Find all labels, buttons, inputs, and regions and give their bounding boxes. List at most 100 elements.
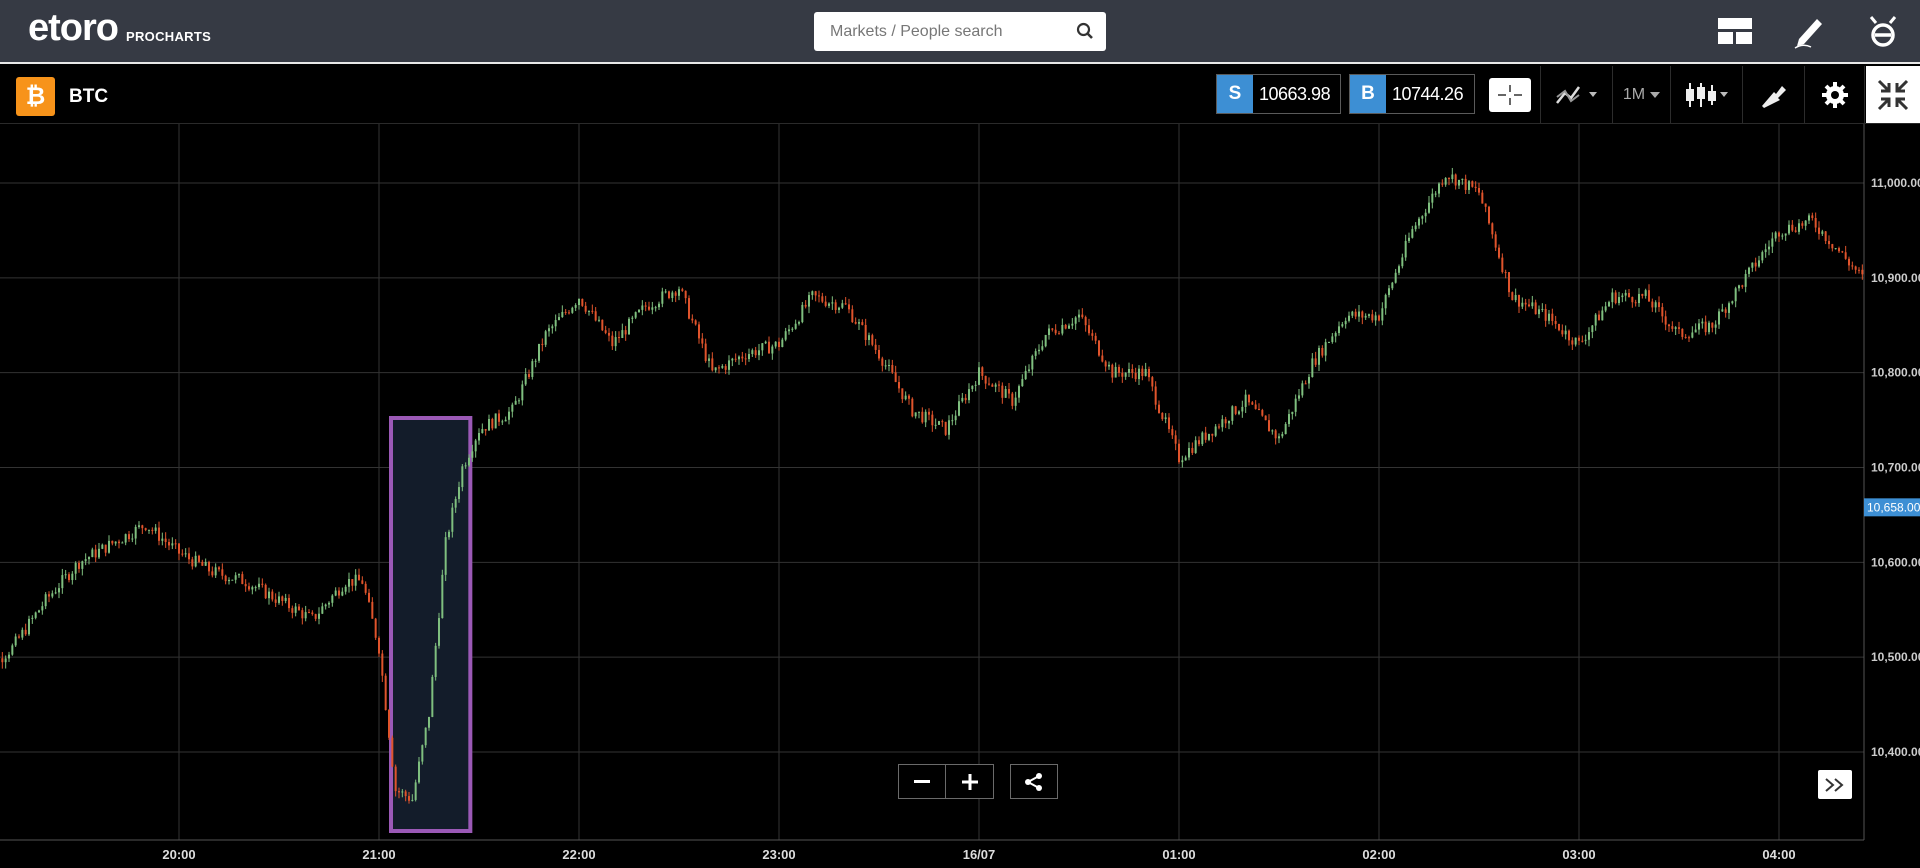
candle-body [664, 291, 667, 293]
candle-body [378, 637, 380, 654]
candle-body [601, 319, 604, 331]
candle-body [1661, 307, 1664, 317]
candle-body [1108, 364, 1110, 367]
chart-type-button[interactable] [1672, 66, 1742, 123]
candle-body [388, 710, 390, 738]
drawing-tools-button[interactable] [1744, 66, 1804, 123]
timeframe-dropdown[interactable]: 1M [1614, 66, 1670, 123]
search-input[interactable] [828, 12, 1072, 51]
candle-body [328, 602, 330, 605]
candle-body [408, 796, 410, 801]
candle-body [108, 540, 110, 553]
share-button[interactable] [1010, 764, 1058, 799]
candle-body [294, 606, 297, 613]
sell-price-button[interactable]: S 10663.98 [1216, 74, 1341, 114]
candle-body [1831, 244, 1834, 249]
candle-body [1781, 235, 1784, 237]
candle-body [1424, 212, 1427, 217]
candle-body [491, 418, 494, 429]
etoro-logo[interactable]: etoro PROCHARTS [28, 9, 211, 47]
candle-body [841, 303, 844, 308]
candle-body [44, 594, 47, 607]
current-price-label: 10,658.00 [1867, 500, 1920, 514]
settings-button[interactable] [1806, 66, 1864, 123]
candle-body [428, 716, 430, 728]
price-chart[interactable]: 11,000.00 10,900.00 10,800.00 10,700.00 10,6… [0, 124, 1920, 868]
candle-body [21, 629, 24, 638]
search-box[interactable] [814, 12, 1106, 51]
candle-body [1811, 215, 1814, 219]
candle-body [851, 309, 854, 323]
indicators-button[interactable] [1542, 66, 1612, 123]
candle-body [314, 614, 317, 619]
candle-body [778, 341, 780, 348]
candle-body [1838, 248, 1840, 252]
candle-body [971, 385, 974, 390]
candle-body [1184, 457, 1187, 461]
candle-body [721, 366, 724, 368]
layout-icon[interactable] [1698, 0, 1772, 62]
candle-body [298, 606, 300, 611]
candle-body [671, 292, 674, 299]
candle-body [1698, 323, 1700, 330]
candle-body [1548, 313, 1550, 321]
candle-body [348, 579, 350, 587]
candle-body [1601, 310, 1604, 321]
plus-icon [961, 773, 978, 790]
candle-body [64, 574, 67, 576]
candle-body [741, 356, 744, 359]
candle-body [1121, 372, 1124, 377]
candle-body [88, 557, 90, 560]
candle-body [474, 440, 477, 452]
candle-body [164, 538, 167, 543]
scroll-to-latest-button[interactable] [1818, 770, 1852, 799]
candle-body [1381, 308, 1384, 321]
candle-body [521, 384, 524, 401]
candle-body [1278, 436, 1280, 439]
candle-body [121, 542, 124, 544]
candle-body [1721, 309, 1724, 312]
candle-body [68, 574, 70, 581]
asset-info[interactable]: ₿ BTC [16, 77, 108, 116]
candle-body [331, 595, 334, 603]
candle-body [1431, 193, 1434, 203]
candle-body [1404, 240, 1407, 258]
candle-body [1421, 216, 1424, 219]
candle-body [874, 344, 877, 350]
collapse-button[interactable] [1866, 66, 1920, 123]
candle-body [1314, 358, 1317, 365]
candle-body [1441, 183, 1444, 185]
search-icon[interactable] [1076, 22, 1094, 45]
crosshair-button[interactable] [1488, 66, 1532, 123]
candle-body [881, 358, 884, 366]
candle-body [458, 487, 460, 499]
candle-body [228, 579, 230, 582]
candle-body [1, 658, 4, 663]
buy-price-button[interactable]: B 10744.26 [1349, 74, 1475, 114]
candle-body [1188, 448, 1190, 458]
candle-body [1511, 292, 1514, 301]
candle-body [18, 636, 20, 638]
candle-body [1628, 292, 1630, 298]
candle-body [324, 604, 327, 607]
candle-body [934, 424, 937, 426]
candle-body [1078, 314, 1080, 318]
candle-body [1101, 355, 1104, 362]
candle-body [1761, 252, 1764, 261]
candle-body [1051, 328, 1054, 330]
candle-body [1851, 265, 1854, 267]
pencil-icon[interactable] [1772, 0, 1846, 62]
candle-body [1438, 183, 1440, 194]
candle-body [1581, 340, 1584, 342]
candle-body [448, 531, 450, 538]
zoom-out-button[interactable] [898, 764, 946, 799]
candle-body [751, 350, 754, 355]
candle-body [771, 346, 774, 354]
buy-label: B [1350, 75, 1386, 113]
etoro-user-icon[interactable] [1846, 0, 1920, 62]
candle-body [1298, 395, 1300, 399]
candle-body [1048, 328, 1050, 335]
candle-body [1021, 379, 1024, 387]
candle-body [1408, 237, 1410, 241]
zoom-in-button[interactable] [946, 764, 994, 799]
